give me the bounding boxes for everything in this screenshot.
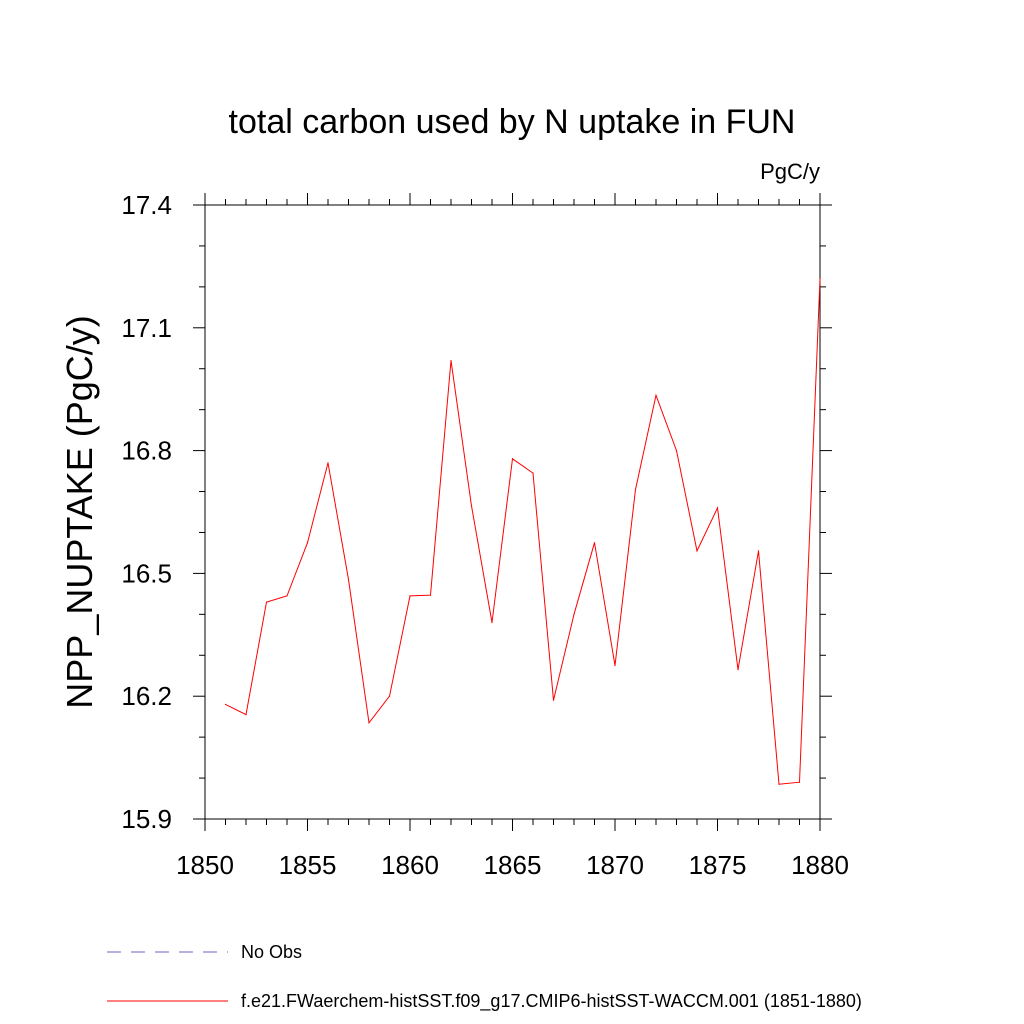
data-point	[265, 601, 268, 603]
data-point	[716, 507, 719, 509]
data-point	[593, 542, 596, 544]
legend: No Obs f.e21.FWaerchem-histSST.f09_g17.CM…	[107, 942, 862, 1012]
data-point	[347, 578, 350, 581]
data-point	[368, 722, 370, 724]
y-tick-label: 16.2	[121, 681, 172, 711]
data-point	[470, 505, 473, 507]
data-point	[327, 462, 329, 464]
data-point	[245, 714, 247, 716]
y-tick-label: 16.5	[121, 558, 172, 588]
data-point	[655, 394, 657, 396]
data-point	[429, 594, 432, 596]
plot-frame	[204, 204, 821, 820]
y-tick-label: 16.8	[121, 436, 172, 466]
axis-tick-labels: 1850 1855 1860 1865 1870 1875 1880 15.9 16.2 16.5…	[121, 190, 849, 880]
data-point	[819, 278, 821, 280]
data-point	[491, 621, 493, 624]
x-tick-label: 1855	[279, 850, 337, 880]
data-point	[306, 542, 309, 544]
data-point	[757, 550, 760, 552]
data-point	[778, 783, 780, 785]
y-axis-label: NPP_NUPTAKE (PgC/y)	[59, 315, 100, 708]
series-layer	[224, 278, 821, 785]
units-label: PgC/y	[760, 159, 820, 184]
x-tick-label: 1875	[689, 850, 747, 880]
data-point	[409, 595, 411, 597]
data-point	[532, 472, 534, 474]
data-point	[696, 550, 698, 552]
y-tick-label: 17.1	[121, 313, 172, 343]
data-point	[634, 488, 637, 491]
data-point	[737, 668, 739, 671]
series-line	[225, 278, 821, 785]
data-point	[388, 695, 391, 697]
axis-ticks	[193, 193, 832, 831]
data-point	[286, 595, 288, 597]
x-tick-label: 1865	[484, 850, 542, 880]
x-tick-label: 1850	[176, 850, 234, 880]
data-point	[450, 359, 452, 362]
legend-label: No Obs	[241, 942, 302, 962]
data-point	[614, 664, 616, 667]
legend-label: f.e21.FWaerchem-histSST.f09_g17.CMIP6-hi…	[241, 991, 862, 1012]
data-point	[798, 781, 801, 783]
data-point	[552, 699, 555, 701]
data-point	[573, 613, 575, 615]
data-point	[224, 703, 227, 705]
chart-title: total carbon used by N uptake in FUN	[229, 103, 796, 141]
x-tick-label: 1870	[586, 850, 644, 880]
y-tick-label: 17.4	[121, 190, 172, 220]
y-tick-label: 15.9	[121, 804, 172, 834]
data-point	[675, 450, 678, 452]
data-point	[511, 458, 514, 460]
x-tick-label: 1860	[381, 850, 439, 880]
x-tick-label: 1880	[791, 850, 849, 880]
